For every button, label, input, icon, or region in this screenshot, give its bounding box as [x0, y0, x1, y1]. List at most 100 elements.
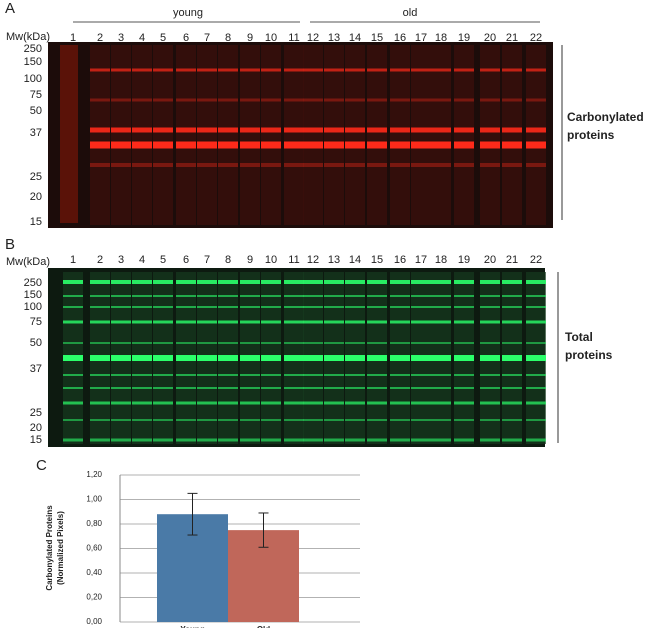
band — [197, 320, 217, 324]
band — [132, 127, 152, 133]
band — [480, 320, 500, 324]
y-axis-label: Carbonylated Proteins — [45, 505, 54, 591]
band — [411, 68, 431, 72]
band — [63, 419, 83, 421]
band — [111, 295, 131, 297]
band — [261, 98, 281, 102]
band — [153, 419, 173, 421]
y-tick-label: 0,20 — [86, 593, 102, 602]
lane — [111, 45, 131, 225]
band — [303, 295, 323, 297]
band — [197, 387, 217, 389]
band — [431, 419, 451, 421]
band — [526, 295, 546, 297]
band — [218, 355, 238, 361]
band — [303, 387, 323, 389]
band — [176, 401, 196, 405]
band — [176, 387, 196, 389]
lane-number: 17 — [415, 32, 427, 44]
band — [111, 438, 131, 442]
band — [261, 306, 281, 308]
lane — [526, 45, 546, 225]
mw-label: 37 — [30, 127, 42, 139]
band — [345, 280, 365, 284]
band — [367, 401, 387, 405]
band — [197, 280, 217, 284]
group-label: young — [173, 7, 203, 19]
band — [153, 306, 173, 308]
y-tick-label: 1,20 — [86, 470, 102, 479]
side-label: Carbonylated — [567, 110, 644, 124]
band — [90, 68, 110, 72]
band — [345, 98, 365, 102]
band — [197, 438, 217, 442]
band — [411, 355, 431, 361]
band — [367, 306, 387, 308]
band — [261, 401, 281, 405]
band — [176, 320, 196, 324]
band — [153, 68, 173, 72]
band — [390, 419, 410, 421]
band — [63, 306, 83, 308]
band — [411, 127, 431, 133]
band — [303, 374, 323, 376]
band — [111, 280, 131, 284]
band — [411, 306, 431, 308]
band — [240, 280, 260, 284]
band — [526, 387, 546, 389]
band — [111, 68, 131, 72]
band — [480, 355, 500, 361]
band — [345, 401, 365, 405]
band — [303, 342, 323, 344]
side-label: proteins — [565, 348, 613, 362]
band — [502, 306, 522, 308]
band — [63, 401, 83, 405]
lane-number: 7 — [204, 254, 210, 266]
band — [197, 355, 217, 361]
band — [431, 320, 451, 324]
band — [324, 438, 344, 442]
lane-number: 22 — [530, 254, 542, 266]
band — [502, 163, 522, 167]
band — [218, 374, 238, 376]
band — [480, 127, 500, 133]
band — [303, 438, 323, 442]
band — [240, 342, 260, 344]
lane — [153, 45, 173, 225]
band — [111, 355, 131, 361]
band — [261, 342, 281, 344]
band — [132, 374, 152, 376]
band — [90, 401, 110, 405]
band — [261, 280, 281, 284]
lane — [480, 45, 500, 225]
band — [132, 438, 152, 442]
band — [197, 401, 217, 405]
mw-label: 50 — [30, 105, 42, 117]
y-tick-label: 0,80 — [86, 519, 102, 528]
band — [240, 295, 260, 297]
band — [153, 355, 173, 361]
band — [502, 280, 522, 284]
band — [303, 401, 323, 405]
lane — [502, 45, 522, 225]
band — [324, 342, 344, 344]
band — [197, 127, 217, 133]
band — [153, 295, 173, 297]
band — [261, 320, 281, 324]
band — [526, 355, 546, 361]
band — [90, 280, 110, 284]
band — [390, 438, 410, 442]
band — [367, 127, 387, 133]
band — [454, 141, 474, 149]
band — [90, 438, 110, 442]
band — [63, 438, 83, 442]
band — [431, 98, 451, 102]
band — [111, 320, 131, 324]
lane-number: 2 — [97, 32, 103, 44]
band — [111, 401, 131, 405]
mw-label: 100 — [24, 73, 42, 85]
band — [218, 401, 238, 405]
band — [324, 419, 344, 421]
band — [480, 141, 500, 149]
band — [480, 438, 500, 442]
